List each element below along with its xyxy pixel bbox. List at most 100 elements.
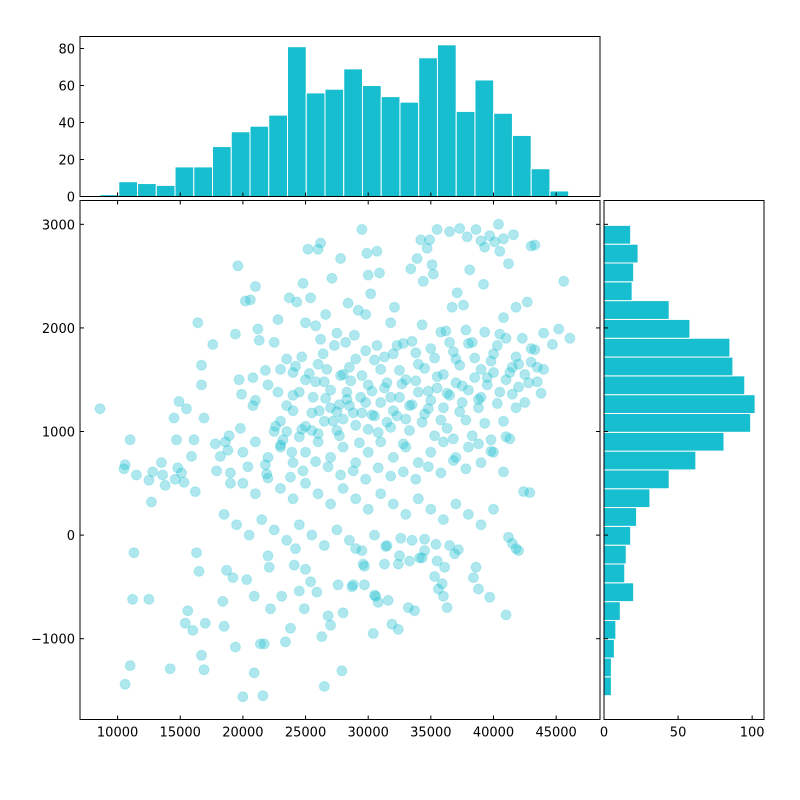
scatter-point [523, 377, 535, 389]
scatter-point [498, 312, 509, 324]
scatter-point [342, 297, 354, 309]
scatter-point [462, 338, 474, 349]
scatter-point [414, 552, 426, 564]
scatter-point [481, 372, 493, 384]
scatter-point [176, 467, 187, 479]
scatter-point [198, 412, 210, 424]
scatter-point [464, 264, 476, 276]
scatter-point [293, 386, 305, 398]
x-histogram-bar [193, 166, 214, 197]
scatter-point [130, 469, 142, 481]
scatter-point [375, 436, 387, 448]
scatter-point [488, 446, 499, 458]
scatter-point [447, 346, 459, 358]
scatter-point [524, 487, 536, 499]
scatter-point [221, 564, 233, 576]
scatter-point [358, 579, 370, 591]
scatter-point [341, 393, 353, 405]
scatter-point [275, 439, 286, 451]
scatter-point [300, 374, 311, 386]
scatter-point [489, 236, 501, 248]
scatter-point [386, 618, 398, 630]
scatter-point [293, 519, 305, 531]
scatter-point [473, 393, 484, 405]
scatter-point [452, 544, 464, 556]
scatter-point [348, 329, 360, 341]
scatter-point [325, 402, 337, 414]
x-tick-label: 45000 [535, 726, 576, 741]
scatter-point [529, 344, 541, 356]
scatter-point [312, 358, 324, 370]
scatter-point [332, 579, 344, 591]
scatter-point [500, 374, 512, 386]
scatter-point [422, 461, 434, 473]
x-histogram-bar [137, 183, 157, 197]
x-histogram-bar [286, 46, 307, 197]
scatter-point [436, 578, 448, 590]
scatter-point [400, 441, 412, 453]
scatter-point [328, 340, 340, 351]
scatter-point [239, 295, 251, 307]
scatter-point [207, 339, 219, 350]
x-tick-label: 40000 [473, 726, 514, 741]
scatter-point [268, 426, 280, 437]
x-histogram-bar [474, 79, 495, 197]
scatter-point [473, 583, 484, 595]
scatter-point [281, 353, 293, 365]
scatter-point [444, 226, 456, 238]
scatter-point [473, 438, 484, 450]
scatter-point [381, 377, 393, 389]
scatter-point [538, 363, 550, 375]
scatter-point [233, 374, 245, 386]
scatter-point [193, 565, 205, 577]
scatter-point [412, 493, 424, 505]
scatter-point [379, 382, 390, 394]
scatter-point [145, 496, 157, 508]
scatter-point [196, 649, 207, 661]
y-tick-label: 0 [67, 191, 75, 206]
scatter-points [94, 218, 576, 703]
scatter-point [297, 465, 309, 477]
scatter-point [525, 343, 537, 355]
scatter-point [425, 343, 437, 355]
scatter-point [159, 479, 171, 491]
scatter-point [350, 419, 362, 431]
scatter-point [488, 367, 499, 378]
scatter-point [322, 461, 334, 473]
y-histogram-bar [603, 412, 752, 433]
scatter-point [410, 473, 422, 485]
scatter-point [462, 508, 474, 520]
scatter-point [469, 352, 481, 364]
scatter-point [409, 605, 421, 617]
scatter-point [350, 457, 362, 469]
scatter-point [256, 514, 268, 526]
y-tick-label: 3000 [42, 218, 75, 233]
y-histogram-bar [603, 318, 691, 339]
scatter-point [290, 360, 301, 372]
scatter-point [333, 399, 345, 411]
scatter-point [444, 336, 456, 348]
scatter-point [416, 319, 428, 331]
y-tick-label: 40 [58, 117, 75, 132]
scatter-point [516, 332, 528, 344]
scatter-point [370, 590, 382, 602]
scatter-point [558, 275, 570, 287]
scatter-point [531, 376, 543, 388]
scatter-point [196, 359, 207, 371]
scatter-point [397, 438, 409, 450]
y-tick-label: 80 [58, 43, 75, 58]
scatter-point [285, 622, 296, 634]
scatter-point [470, 224, 482, 235]
scatter-point [519, 369, 531, 380]
scatter-point [229, 641, 241, 653]
scatter-point [415, 234, 427, 246]
scatter-point [475, 363, 487, 375]
scatter-point [394, 550, 405, 562]
scatter-point [425, 503, 437, 515]
scatter-point [385, 391, 397, 403]
scatter-frame [79, 200, 601, 720]
scatter-point [402, 602, 414, 614]
scatter-point [321, 363, 333, 375]
scatter-point [179, 617, 191, 629]
scatter-point [441, 387, 453, 399]
